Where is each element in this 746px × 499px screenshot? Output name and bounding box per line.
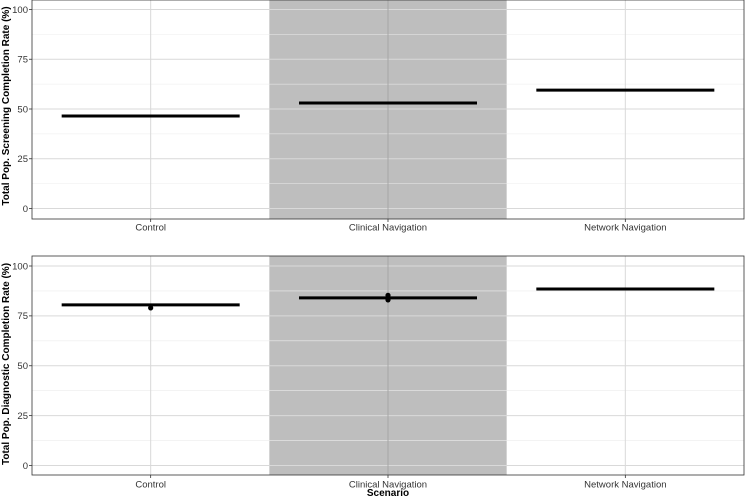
diagnostic-y-axis-title: Total Pop. Diagnostic Completion Rate (%…: [1, 263, 12, 465]
x-axis-title: Scenario: [367, 488, 409, 499]
y-tick-label: 100: [12, 261, 28, 272]
y-tick-label: 75: [17, 311, 28, 322]
y-tick-label: 50: [17, 104, 28, 115]
screening-completion-panel: 0 25 50 75 100 Control Clinical Navigation Netw…: [1, 0, 745, 234]
outlier-point: [148, 305, 154, 311]
x-tick-label: Network Navigation: [584, 223, 666, 234]
x-tick-label: Network Navigation: [584, 480, 666, 491]
diagnostic-completion-panel: 0 25 50 75 100 Control Clinical Navigation Netw…: [1, 255, 745, 499]
y-tick-label: 0: [23, 461, 28, 472]
y-tick-label: 50: [17, 361, 28, 372]
y-tick-label: 75: [17, 55, 28, 66]
outlier-point: [385, 292, 391, 298]
y-tick-label: 25: [17, 154, 28, 165]
x-tick-label: Clinical Navigation: [349, 223, 427, 234]
x-tick-label: Control: [135, 223, 166, 234]
screening-y-axis-title: Total Pop. Screening Completion Rate (%): [1, 6, 12, 205]
y-tick-label: 25: [17, 411, 28, 422]
y-tick-label: 0: [23, 204, 28, 215]
x-tick-label: Control: [135, 480, 166, 491]
x-tick-label: Clinical Navigation: [349, 480, 427, 491]
outlier-point: [385, 297, 391, 303]
y-tick-label: 100: [12, 5, 28, 16]
